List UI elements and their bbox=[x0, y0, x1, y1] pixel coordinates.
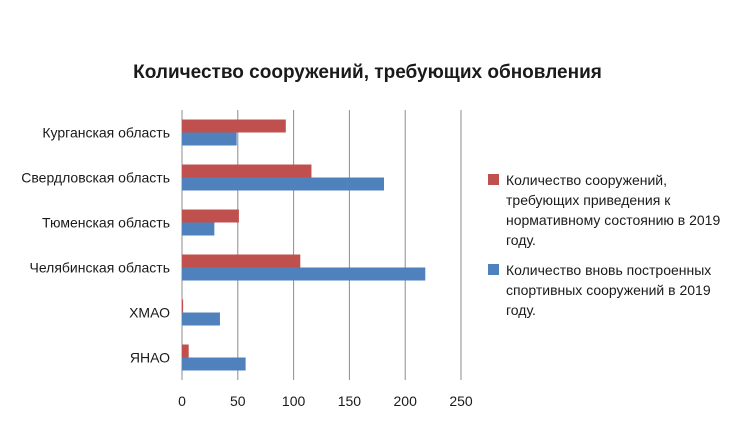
bar-new-facilities bbox=[182, 177, 384, 191]
legend-label: Количество сооружений, требующих приведе… bbox=[506, 172, 721, 248]
x-tick-label: 250 bbox=[449, 393, 473, 409]
bar-renovation bbox=[182, 164, 312, 178]
bar-renovation bbox=[182, 254, 301, 268]
chart-title: Количество сооружений, требующих обновле… bbox=[133, 62, 602, 83]
x-tick-label: 150 bbox=[338, 393, 362, 409]
bar-new-facilities bbox=[182, 357, 246, 371]
legend: Количество сооружений, требующих приведе… bbox=[488, 170, 728, 330]
category-label: Свердловская область bbox=[21, 170, 170, 186]
bar-new-facilities bbox=[182, 222, 215, 236]
legend-swatch-blue bbox=[488, 264, 499, 275]
legend-item-series-2: Количество вновь построенных спортивных … bbox=[488, 260, 728, 320]
legend-label: Количество вновь построенных спортивных … bbox=[506, 262, 712, 318]
bar-new-facilities bbox=[182, 267, 426, 281]
bar-new-facilities bbox=[182, 312, 220, 326]
bar-renovation bbox=[182, 299, 184, 313]
category-label: Курганская область bbox=[42, 125, 170, 141]
x-tick-label: 100 bbox=[282, 393, 306, 409]
x-tick-label: 50 bbox=[230, 393, 246, 409]
category-label: ХМАО bbox=[129, 305, 170, 321]
bar-renovation bbox=[182, 119, 286, 133]
category-label: Тюменская область bbox=[42, 215, 170, 231]
bar-renovation bbox=[182, 209, 239, 223]
category-label: Челябинская область bbox=[30, 260, 171, 276]
legend-swatch-red bbox=[488, 174, 499, 185]
category-label: ЯНАО bbox=[130, 350, 170, 366]
bar-new-facilities bbox=[182, 132, 237, 146]
bar-renovation bbox=[182, 344, 189, 358]
x-tick-label: 200 bbox=[394, 393, 418, 409]
legend-item-series-1: Количество сооружений, требующих приведе… bbox=[488, 170, 728, 250]
x-tick-label: 0 bbox=[178, 393, 186, 409]
